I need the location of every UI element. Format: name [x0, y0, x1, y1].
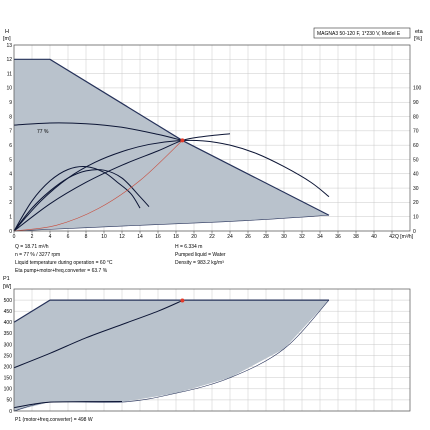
- tick-label-eta: 40: [413, 172, 419, 178]
- head-chart-ticks: 0 2 4 6 8 10 12 14 16 18 20 22 24 26 28 30 32 34 36 38 40 420…: [6, 43, 421, 240]
- tick-label-x: 0: [13, 234, 16, 240]
- tick-label-y: 7: [9, 129, 12, 135]
- tick-label-eta: 70: [413, 129, 419, 135]
- tick-label-eta: 0: [413, 229, 416, 235]
- tick-label-y: 13: [6, 43, 12, 49]
- tick-label-y: 0: [9, 229, 12, 235]
- system-curve: [13, 140, 183, 232]
- tick-label-eta: 30: [413, 186, 419, 192]
- head-axis-label: H: [5, 29, 9, 35]
- power-region-fill: [14, 300, 329, 411]
- tick-label-y: 2: [9, 200, 12, 206]
- tick-label-x: 10: [101, 234, 107, 240]
- tick-label-x: 38: [353, 234, 359, 240]
- tick-label-x: 18: [173, 234, 179, 240]
- operating-info: Q = 18.71 m³/h n = 77 % / 3277 rpm Liqui…: [15, 244, 226, 274]
- tick-label-x: 28: [263, 234, 269, 240]
- power-chart-frame: [13, 288, 411, 412]
- info-power: P1 (motor+freq.converter) = 498 W: [15, 417, 93, 423]
- power-curves: [13, 298, 185, 409]
- tick-label-y: 10: [6, 86, 12, 92]
- tick-label-x: 26: [245, 234, 251, 240]
- tick-label-y: 450: [4, 309, 13, 315]
- head-chart-frame: [13, 44, 411, 232]
- tick-label-y: 12: [6, 57, 12, 63]
- tick-label-y: 100: [4, 387, 13, 393]
- tick-label-y: 3: [9, 186, 12, 192]
- tick-label-x: 22: [209, 234, 215, 240]
- power-curve: [13, 300, 183, 369]
- power-chart: 0 50 100 150 200 250 300 350 400 450 500 P1 [W] P1…: [3, 276, 411, 423]
- tick-label-y: 4: [9, 172, 12, 178]
- tick-label-y: 350: [4, 331, 13, 337]
- head-curves: [13, 122, 330, 232]
- info-flow: Q = 18.71 m³/h: [15, 244, 49, 250]
- tick-label-x: 30: [281, 234, 287, 240]
- performance-curve: [13, 133, 231, 232]
- tick-label-x: 6: [67, 234, 70, 240]
- tick-label-x: 2: [31, 234, 34, 240]
- efficiency-curve: [13, 122, 183, 141]
- tick-label-x: 24: [227, 234, 233, 240]
- tick-label-y: 500: [4, 298, 13, 304]
- tick-label-eta: 100: [413, 86, 422, 92]
- min-curve: [13, 214, 330, 232]
- tick-label-eta: 90: [413, 100, 419, 106]
- tick-label-x: 36: [335, 234, 341, 240]
- tick-label-x: 14: [137, 234, 143, 240]
- tick-label-y: 50: [6, 398, 12, 404]
- tick-label-x: 16: [155, 234, 161, 240]
- tick-label-eta: 60: [413, 143, 419, 149]
- performance-curve: [13, 169, 150, 232]
- tick-label-eta: 80: [413, 114, 419, 120]
- info-speed: n = 77 % / 3277 rpm: [15, 252, 60, 258]
- chart-title: MAGNA3 50-120 F, 1*230 V, Model E: [317, 31, 401, 37]
- tick-label-y: 300: [4, 342, 13, 348]
- head-chart: 0 2 4 6 8 10 12 14 16 18 20 22 24 26 28 30 32 34 36 38 40 420…: [3, 27, 424, 240]
- tick-label-x: 20: [191, 234, 197, 240]
- tick-label-eta: 50: [413, 157, 419, 163]
- tick-label-y: 5: [9, 157, 12, 163]
- tick-label-y: 400: [4, 320, 13, 326]
- title-box-frame: [313, 27, 411, 39]
- tick-label-x: 42: [389, 234, 395, 240]
- tick-label-eta: 10: [413, 214, 419, 220]
- tick-label-y: 8: [9, 114, 12, 120]
- eta-axis-unit: [%]: [414, 36, 422, 42]
- flow-axis-label: Q [m³/h]: [395, 234, 414, 240]
- tick-label-y: 200: [4, 364, 13, 370]
- info-density: Density = 983.2 kg/m³: [175, 260, 224, 266]
- tick-label-y: 0: [9, 409, 12, 415]
- tick-label-x: 40: [371, 234, 377, 240]
- info-efficiency: Eta pump+motor+freq.converter = 63.7 %: [15, 268, 108, 274]
- tick-label-x: 4: [49, 234, 52, 240]
- info-liquid-temp: Liquid temperature during operation = 60…: [15, 260, 113, 266]
- power-curve: [13, 400, 123, 409]
- info-head: H = 6.334 m: [175, 244, 202, 250]
- tick-label-eta: 20: [413, 200, 419, 206]
- duty-point: [180, 138, 185, 143]
- tick-label-y: 6: [9, 143, 12, 149]
- info-pumped-liquid: Pumped liquid = Water: [175, 252, 226, 258]
- power-axis-unit: [W]: [3, 284, 12, 290]
- tick-label-y: 11: [7, 71, 12, 77]
- title-box: MAGNA3 50-120 F, 1*230 V, Model E: [313, 27, 411, 39]
- tick-label-y: 9: [9, 100, 12, 106]
- head-axis-unit: [m]: [3, 36, 11, 42]
- tick-label-x: 32: [299, 234, 305, 240]
- tick-label-x: 8: [85, 234, 88, 240]
- tick-label-x: 12: [119, 234, 125, 240]
- tick-label-y: 250: [4, 353, 13, 359]
- tick-label-y: 1: [9, 214, 12, 220]
- tick-label-y: 150: [4, 376, 13, 382]
- tick-label-x: 34: [317, 234, 323, 240]
- power-axis-label: P1: [3, 276, 10, 282]
- max-power-curve: [13, 299, 329, 323]
- efficiency-label: 77 %: [37, 129, 49, 135]
- eta-axis-label: eta: [415, 29, 424, 35]
- power-chart-ticks: 0 50 100 150 200 250 300 350 400 450 500: [4, 298, 13, 415]
- max-curve: [14, 58, 330, 216]
- power-duty-point: [180, 298, 185, 303]
